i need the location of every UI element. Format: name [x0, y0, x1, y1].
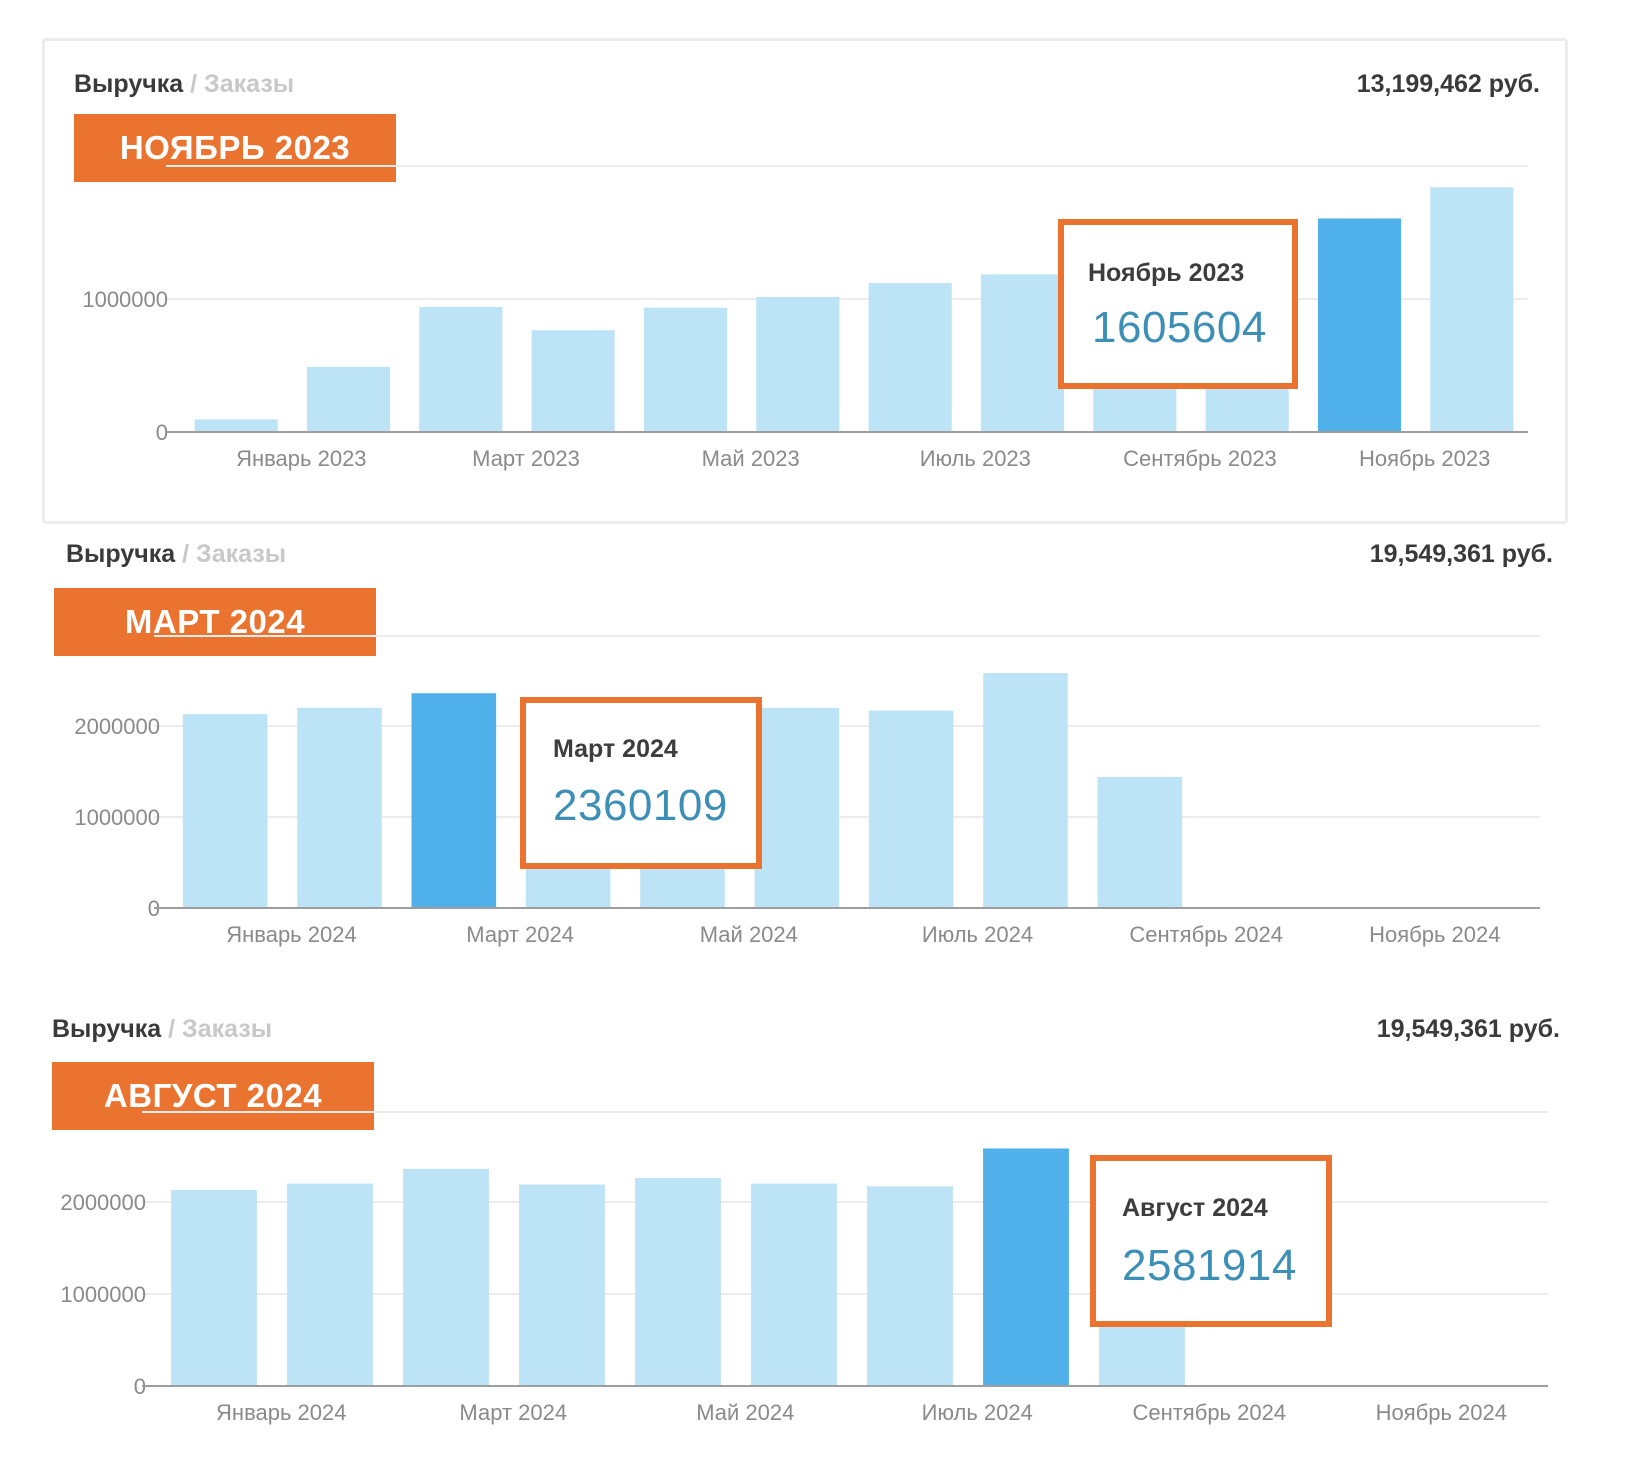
x-tick-label: Январь 2024: [226, 922, 356, 947]
x-tick-label: Май 2024: [696, 1400, 794, 1425]
bar[interactable]: [1317, 218, 1402, 432]
bar[interactable]: [287, 1183, 373, 1386]
bar[interactable]: [980, 274, 1065, 432]
x-tick-label: Март 2024: [459, 1400, 567, 1425]
orders-tab[interactable]: Заказы: [196, 540, 287, 568]
bar[interactable]: [171, 1190, 257, 1386]
bar[interactable]: [419, 306, 503, 432]
y-tick-label: 0: [134, 1374, 146, 1399]
bar[interactable]: [297, 707, 382, 908]
bar[interactable]: [306, 366, 391, 432]
tooltip-label: Ноябрь 2023: [1088, 259, 1245, 287]
chart-tooltip: Ноябрь 2023 1605604: [1058, 219, 1298, 389]
x-tick-label: Сентябрь 2024: [1132, 1400, 1286, 1425]
x-tick-label: Январь 2024: [216, 1400, 346, 1425]
y-tick-label: 0: [156, 420, 168, 445]
x-tick-label: Сентябрь 2024: [1129, 922, 1283, 947]
bar[interactable]: [868, 283, 952, 432]
revenue-tab[interactable]: Выручка: [52, 1015, 162, 1043]
chart-tooltip: Март 2024 2360109: [520, 697, 762, 869]
bar[interactable]: [635, 1178, 721, 1386]
x-tick-label: Май 2024: [700, 922, 798, 947]
bar[interactable]: [983, 1148, 1069, 1386]
total-revenue: 19,549,361 руб.: [1376, 1015, 1560, 1043]
y-tick-label: 1000000: [74, 805, 160, 830]
tab-separator: /: [168, 1015, 176, 1043]
x-tick-label: Ноябрь 2024: [1369, 922, 1500, 947]
tooltip-label: Март 2024: [553, 735, 678, 763]
total-revenue: 13,199,462 руб.: [1356, 70, 1540, 98]
bar[interactable]: [403, 1168, 489, 1386]
panel-header: Выручка / Заказы: [66, 540, 286, 569]
y-tick-label: 2000000: [60, 1190, 146, 1215]
bar[interactable]: [411, 693, 497, 908]
bar[interactable]: [867, 1186, 953, 1386]
total-revenue: 19,549,361 руб.: [1369, 540, 1553, 568]
revenue-tab[interactable]: Выручка: [66, 540, 176, 568]
x-tick-label: Июль 2024: [922, 1400, 1033, 1425]
revenue-bar-chart: 0 1000000 Январь 2023 Март 2023 Май 2023 Июль…: [82, 165, 1528, 471]
x-tick-label: Март 2023: [472, 446, 580, 471]
month-banner: МАРТ 2024: [54, 588, 376, 656]
y-tick-label: 0: [148, 896, 160, 921]
chart-tooltip: Август 2024 2581914: [1090, 1155, 1332, 1327]
y-tick-label: 1000000: [60, 1282, 146, 1307]
tooltip-label: Август 2024: [1122, 1194, 1268, 1222]
tooltip-value: 2581914: [1122, 1241, 1297, 1290]
bar[interactable]: [754, 707, 840, 908]
orders-tab[interactable]: Заказы: [204, 70, 295, 98]
x-tick-label: Июль 2024: [922, 922, 1033, 947]
month-banner: НОЯБРЬ 2023: [74, 114, 396, 182]
x-tick-label: Март 2024: [466, 922, 574, 947]
tab-separator: /: [190, 70, 198, 98]
revenue-tab[interactable]: Выручка: [74, 70, 184, 98]
bar[interactable]: [182, 714, 268, 908]
x-tick-label: Июль 2023: [920, 446, 1031, 471]
bar[interactable]: [194, 419, 278, 432]
bar[interactable]: [1430, 187, 1514, 432]
tooltip-value: 1605604: [1092, 303, 1267, 352]
bar[interactable]: [756, 297, 840, 432]
orders-tab[interactable]: Заказы: [182, 1015, 273, 1043]
month-banner: АВГУСТ 2024: [52, 1062, 374, 1130]
y-tick-label: 2000000: [74, 714, 160, 739]
bar[interactable]: [868, 710, 954, 908]
panel-header: Выручка / Заказы: [74, 70, 294, 99]
bar[interactable]: [531, 330, 615, 432]
panel-header: Выручка / Заказы: [52, 1015, 272, 1044]
bar[interactable]: [519, 1184, 605, 1386]
x-tick-label: Январь 2023: [236, 446, 366, 471]
bar[interactable]: [751, 1183, 837, 1386]
tab-separator: /: [182, 540, 190, 568]
bar[interactable]: [1097, 776, 1183, 908]
x-tick-label: Ноябрь 2023: [1359, 446, 1490, 471]
bar[interactable]: [983, 673, 1068, 908]
bar[interactable]: [643, 307, 728, 432]
x-tick-label: Сентябрь 2023: [1123, 446, 1277, 471]
x-tick-label: Ноябрь 2024: [1376, 1400, 1507, 1425]
revenue-bar-chart: 0 1000000 2000000 Январь 2024 Март 2024 Май 2…: [74, 635, 1540, 947]
x-tick-label: Май 2023: [702, 446, 800, 471]
tooltip-value: 2360109: [553, 781, 728, 830]
y-tick-label: 1000000: [82, 287, 168, 312]
